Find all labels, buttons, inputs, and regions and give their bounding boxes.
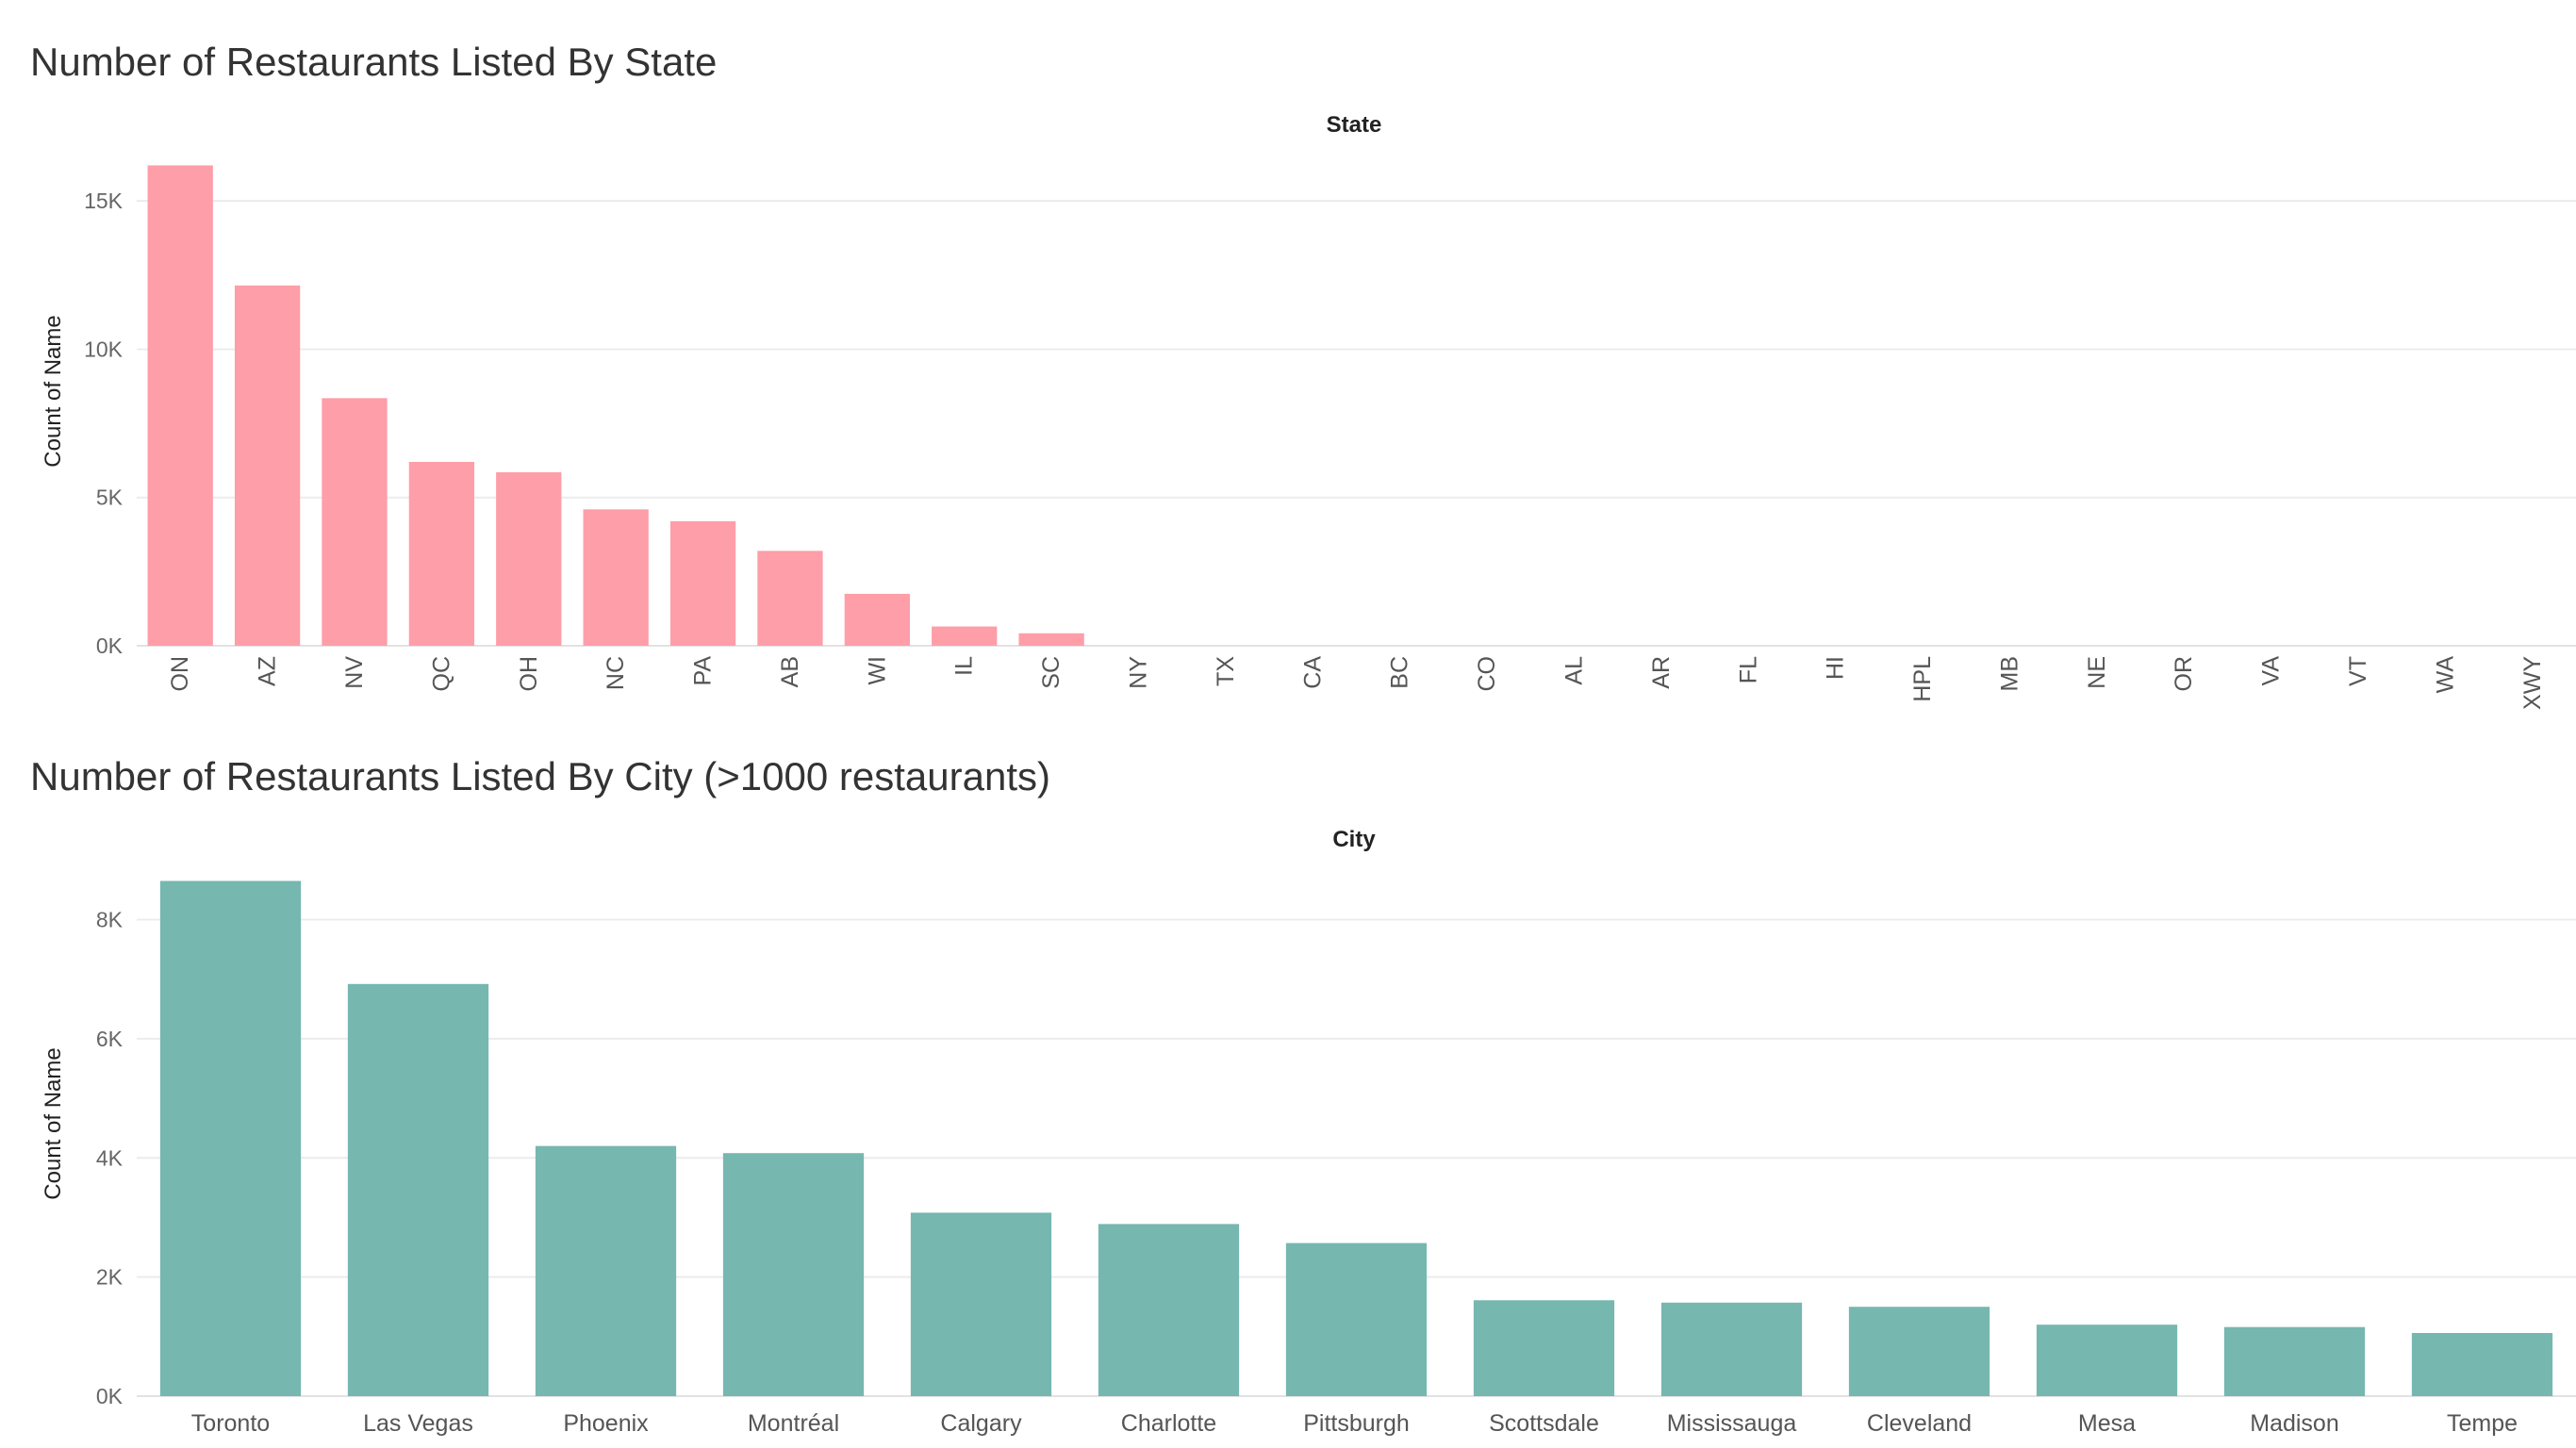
state-category-label-hpl: HPL <box>1909 656 1936 702</box>
state-bar-nv[interactable] <box>322 398 388 646</box>
state-y-tick-label: 0K <box>96 634 124 658</box>
city-category-label-tempe: Tempe <box>2447 1410 2518 1437</box>
state-category-label-il: IL <box>951 656 978 676</box>
state-category-label-hi: HI <box>1823 656 1849 680</box>
state-category-label-wa: WA <box>2432 656 2458 694</box>
city-category-label-charlotte: Charlotte <box>1121 1410 1216 1437</box>
city-y-tick-label: 4K <box>96 1145 124 1170</box>
city-axis-header: City <box>1332 827 1376 852</box>
city-bar-calgary[interactable] <box>910 1212 1052 1396</box>
state-bars <box>147 165 1084 646</box>
state-category-label-nc: NC <box>603 656 629 690</box>
state-bar-pa[interactable] <box>669 520 736 646</box>
state-bar-il[interactable] <box>932 626 998 646</box>
city-bar-mississauga[interactable] <box>1660 1302 1803 1396</box>
state-y-tick-label: 5K <box>96 485 124 510</box>
state-chart-title: Number of Restaurants Listed By State <box>30 40 717 84</box>
city-category-label-pittsburgh: Pittsburgh <box>1303 1410 1410 1437</box>
state-y-axis-title: Count of Name <box>41 315 66 467</box>
city-category-label-phoenix: Phoenix <box>563 1410 649 1437</box>
city-y-tick-label: 8K <box>96 908 124 932</box>
city-bar-mesa[interactable] <box>2036 1325 2178 1396</box>
state-category-label-bc: BC <box>1387 656 1413 689</box>
state-category-label-xwy: XWY <box>2519 656 2546 710</box>
state-y-tick-label: 15K <box>84 189 124 213</box>
city-category-label-mesa: Mesa <box>2078 1410 2136 1437</box>
city-category-labels: Toronto Las Vegas Phoenix Montréal Calgary Ch… <box>191 1410 2518 1437</box>
state-category-label-oh: OH <box>516 656 542 692</box>
state-category-label-sc: SC <box>1038 656 1065 689</box>
city-bar-cleveland[interactable] <box>1848 1307 1990 1396</box>
state-bar-on[interactable] <box>147 165 213 646</box>
state-category-label-ab: AB <box>777 656 803 687</box>
state-category-labels: ON AZ NV QC OH NC PA AB WI IL SC NY TX CA BC CO AL AR FL HI… <box>167 656 2546 710</box>
city-bar-phoenix[interactable] <box>535 1145 677 1396</box>
city-bar-scottsdale[interactable] <box>1473 1300 1615 1396</box>
city-bar-charlotte[interactable] <box>1098 1224 1240 1396</box>
city-category-label-cleveland: Cleveland <box>1867 1410 1972 1437</box>
city-bar-toronto[interactable] <box>159 880 302 1396</box>
state-category-label-on: ON <box>167 656 193 692</box>
city-y-axis-title: Count of Name <box>41 1047 66 1199</box>
state-category-label-al: AL <box>1560 656 1587 685</box>
city-category-label-madison: Madison <box>2250 1410 2339 1437</box>
city-category-label-calgary: Calgary <box>940 1410 1022 1437</box>
city-category-label-mississauga: Mississauga <box>1667 1410 1797 1437</box>
city-bar-pittsburgh[interactable] <box>1285 1242 1428 1396</box>
state-bar-nc[interactable] <box>583 509 649 646</box>
state-category-label-pa: PA <box>690 656 717 686</box>
state-category-label-nv: NV <box>341 656 368 689</box>
state-chart: Number of Restaurants Listed By State St… <box>30 40 2576 710</box>
state-y-tick-label: 10K <box>84 337 124 361</box>
city-y-tick-label: 6K <box>96 1027 124 1051</box>
state-category-label-co: CO <box>1474 656 1500 692</box>
city-category-label-toronto: Toronto <box>191 1410 270 1437</box>
state-category-label-or: OR <box>2171 656 2197 692</box>
city-bar-madison[interactable] <box>2223 1326 2366 1396</box>
state-category-label-vt: VT <box>2345 656 2371 686</box>
state-category-label-tx: TX <box>1213 656 1239 686</box>
state-category-label-ne: NE <box>2084 656 2110 689</box>
city-category-label-scottsdale: Scottsdale <box>1489 1410 1599 1437</box>
state-category-label-ny: NY <box>1126 656 1152 689</box>
state-bar-qc[interactable] <box>408 461 475 646</box>
state-category-label-ca: CA <box>1299 656 1326 689</box>
state-category-label-mb: MB <box>1996 656 2023 692</box>
state-axis-header: State <box>1327 112 1382 138</box>
state-y-tick-labels: 0K 5K 10K 15K <box>84 189 124 658</box>
state-bar-oh[interactable] <box>496 471 562 646</box>
state-bar-ab[interactable] <box>757 551 823 646</box>
city-y-tick-label: 0K <box>96 1384 124 1408</box>
state-category-label-wi: WI <box>864 656 890 685</box>
state-category-label-fl: FL <box>1735 656 1761 683</box>
state-category-label-va: VA <box>2258 656 2285 686</box>
city-bar-montreal[interactable] <box>722 1153 865 1396</box>
city-category-label-montreal: Montréal <box>748 1410 839 1437</box>
city-bars <box>159 880 2553 1396</box>
city-chart: Number of Restaurants Listed By City (>1… <box>30 754 2576 1437</box>
state-bar-sc[interactable] <box>1018 633 1084 646</box>
state-bar-az[interactable] <box>234 285 301 646</box>
state-bar-wi[interactable] <box>844 593 910 646</box>
state-category-label-ar: AR <box>1648 656 1675 689</box>
city-y-tick-labels: 0K 2K 4K 6K 8K <box>96 908 124 1408</box>
city-bar-las-vegas[interactable] <box>347 983 489 1396</box>
city-y-tick-label: 2K <box>96 1265 124 1290</box>
city-category-label-las-vegas: Las Vegas <box>363 1410 473 1437</box>
state-category-label-az: AZ <box>255 656 281 686</box>
state-category-label-qc: QC <box>428 656 454 692</box>
city-chart-title: Number of Restaurants Listed By City (>1… <box>30 754 1050 798</box>
city-bar-tempe[interactable] <box>2411 1333 2553 1396</box>
